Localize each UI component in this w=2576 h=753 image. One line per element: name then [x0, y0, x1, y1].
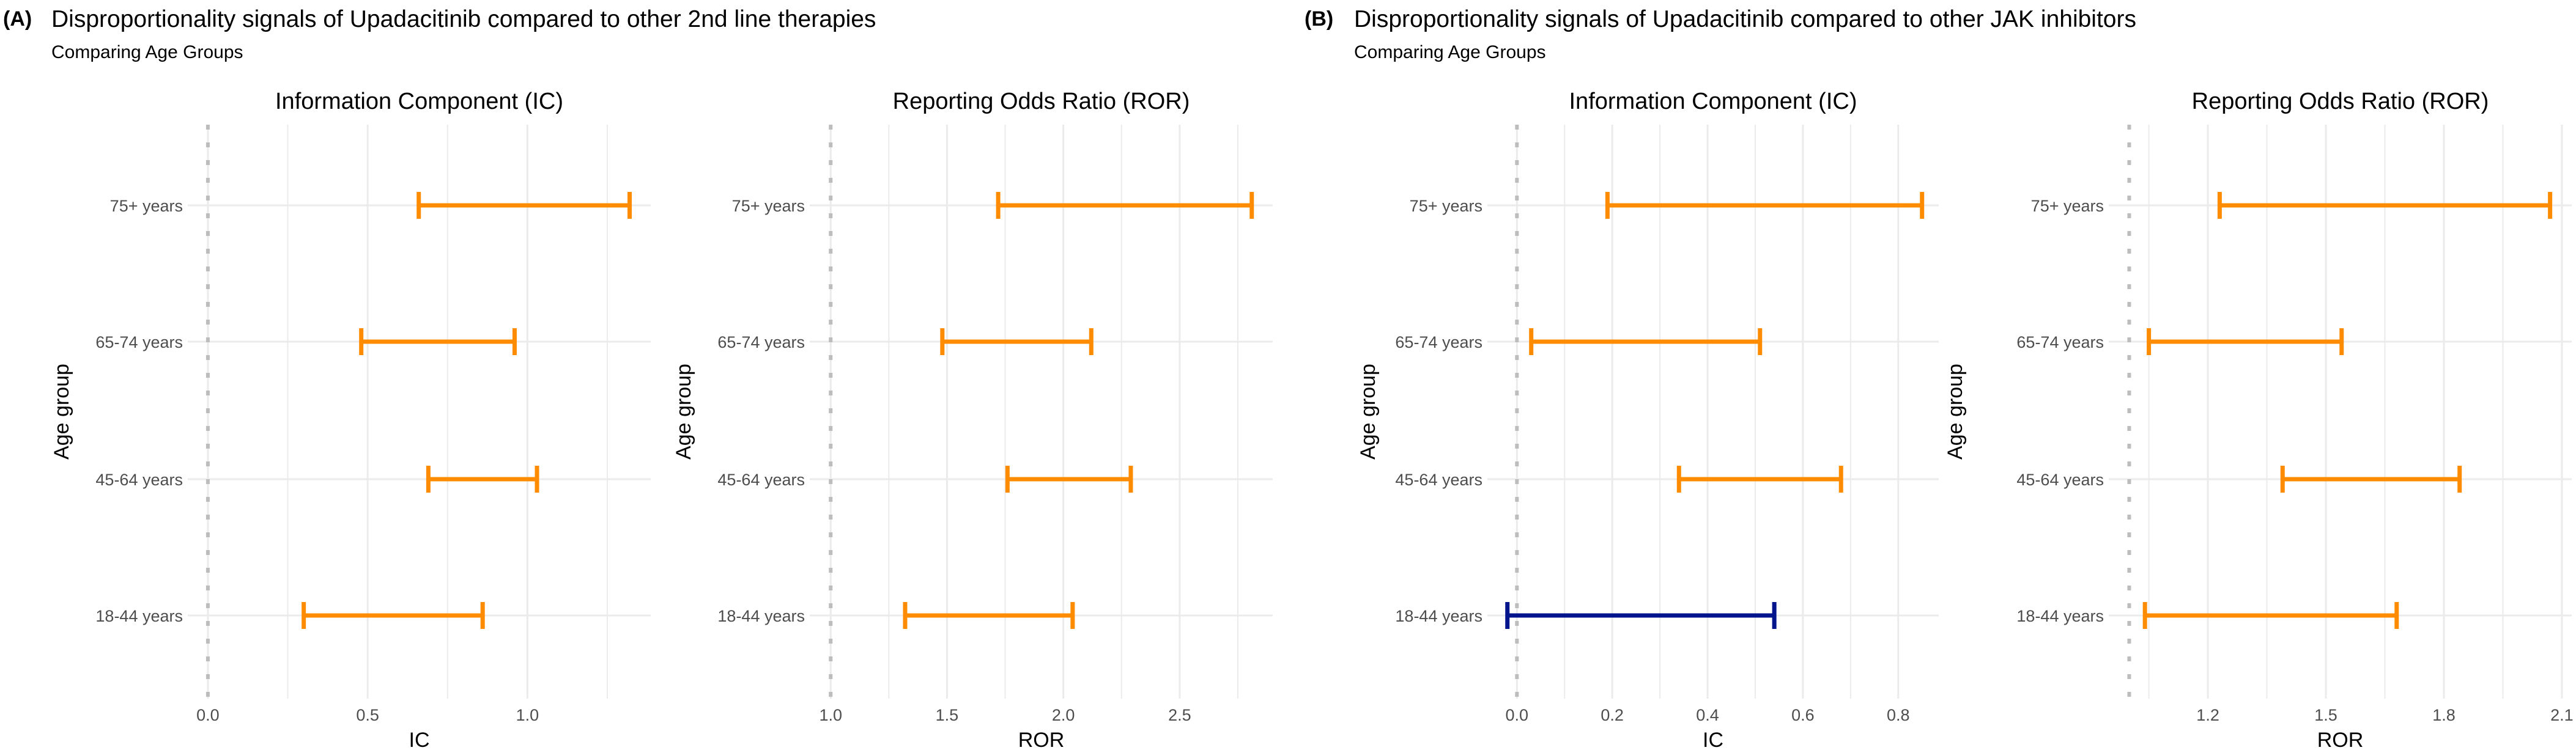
y-tick-label: 45-64 years — [95, 471, 183, 489]
x-tick-label: 2.5 — [1168, 706, 1191, 724]
error-bar — [1605, 192, 1925, 219]
y-axis-title: Age group — [672, 364, 695, 460]
y-tick-label: 75+ years — [732, 197, 805, 215]
error-bar — [2217, 192, 2553, 219]
y-axis-title: Age group — [1944, 364, 1967, 460]
chart-b-ic: Information Component (IC) 0.0 0.2 0.4 0.6 0.… — [1356, 89, 1939, 752]
x-axis-title: ROR — [1018, 729, 1065, 752]
panel-tag: (B) — [1305, 7, 1333, 31]
chart-title: Reporting Odds Ratio (ROR) — [893, 89, 1190, 114]
x-tick-label: 0.8 — [1887, 706, 1910, 724]
y-tick-label: 45-64 years — [2016, 471, 2104, 489]
y-axis-title: Age group — [1356, 364, 1380, 460]
y-axis-title: Age group — [50, 364, 73, 460]
x-axis-title: ROR — [2317, 729, 2364, 752]
panel-title: Disproportionality signals of Upadacitin… — [1354, 6, 2136, 32]
x-tick-label: 1.0 — [516, 706, 539, 724]
x-tick-label: 0.5 — [356, 706, 379, 724]
y-tick-label: 18-44 years — [1395, 607, 1482, 625]
chart-title: Information Component (IC) — [1569, 89, 1857, 114]
error-bar — [2147, 328, 2344, 355]
x-tick-label: 2.1 — [2550, 706, 2574, 724]
chart-title: Information Component (IC) — [275, 89, 563, 114]
y-tick-label: 45-64 years — [717, 471, 805, 489]
x-tick-label: 0.0 — [1506, 706, 1529, 724]
error-bar — [302, 602, 485, 629]
chart-b-ror: Reporting Odds Ratio (ROR) 1.2 1.5 1.8 2.1 75… — [1944, 89, 2574, 752]
x-tick-label: 1.0 — [819, 706, 842, 724]
y-tick-label: 65-74 years — [717, 333, 805, 351]
x-axis-title: IC — [1703, 729, 1723, 752]
error-bar — [1676, 466, 1843, 493]
x-tick-label: 0.0 — [196, 706, 220, 724]
error-bar — [359, 328, 517, 355]
y-tick-label: 75+ years — [1410, 197, 1482, 215]
chart-a-ror: Reporting Odds Ratio (ROR) 1.0 1.5 2.0 2.5 75… — [672, 89, 1273, 752]
panel-a-header: (A) Disproportionality signals of Upadac… — [3, 6, 876, 62]
y-tick-label: 45-64 years — [1395, 471, 1482, 489]
panel-b-header: (B) Disproportionality signals of Upadac… — [1305, 6, 2136, 62]
error-bar — [996, 192, 1254, 219]
chart-title: Reporting Odds Ratio (ROR) — [2192, 89, 2489, 114]
error-bar — [426, 466, 539, 493]
error-bar — [903, 602, 1075, 629]
x-tick-label: 1.5 — [2314, 706, 2337, 724]
error-bar — [2142, 602, 2399, 629]
panel-subtitle: Comparing Age Groups — [51, 42, 243, 62]
y-tick-label: 18-44 years — [717, 607, 805, 625]
x-axis-title: IC — [409, 729, 430, 752]
y-tick-label: 75+ years — [2031, 197, 2104, 215]
panel-title: Disproportionality signals of Upadacitin… — [51, 6, 876, 32]
error-bar — [940, 328, 1094, 355]
y-tick-label: 75+ years — [110, 197, 183, 215]
panel-tag: (A) — [3, 7, 32, 31]
error-bar — [1005, 466, 1133, 493]
y-tick-label: 65-74 years — [95, 333, 183, 351]
x-tick-label: 0.2 — [1601, 706, 1624, 724]
x-tick-label: 1.5 — [936, 706, 959, 724]
y-tick-label: 65-74 years — [1395, 333, 1482, 351]
panel-subtitle: Comparing Age Groups — [1354, 42, 1546, 62]
x-tick-label: 0.6 — [1791, 706, 1815, 724]
x-tick-label: 1.8 — [2432, 706, 2456, 724]
y-tick-label: 18-44 years — [2016, 607, 2104, 625]
error-bar — [1505, 602, 1777, 629]
y-tick-label: 65-74 years — [2016, 333, 2104, 351]
chart-a-ic: Information Component (IC) 0.0 0.5 1.0 75+ y… — [50, 89, 651, 752]
error-bar — [1529, 328, 1763, 355]
error-bar — [416, 192, 632, 219]
x-tick-label: 2.0 — [1052, 706, 1075, 724]
x-tick-label: 0.4 — [1696, 706, 1719, 724]
y-tick-label: 18-44 years — [95, 607, 183, 625]
error-bar — [2280, 466, 2462, 493]
x-tick-label: 1.2 — [2196, 706, 2219, 724]
